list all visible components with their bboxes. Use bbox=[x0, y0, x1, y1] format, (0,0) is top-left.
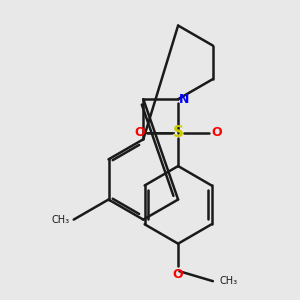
Text: O: O bbox=[173, 268, 183, 281]
Text: CH₃: CH₃ bbox=[52, 214, 70, 225]
Text: CH₃: CH₃ bbox=[220, 276, 238, 286]
Text: N: N bbox=[179, 93, 190, 106]
Text: S: S bbox=[172, 125, 184, 140]
Text: O: O bbox=[212, 126, 222, 139]
Text: O: O bbox=[134, 126, 145, 139]
